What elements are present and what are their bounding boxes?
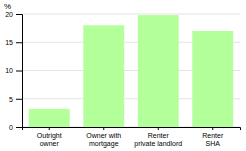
y-axis-label: % — [4, 2, 11, 11]
y-tick-label: 0 — [9, 124, 13, 131]
y-tick-mark — [16, 14, 22, 15]
x-tick-mark — [103, 127, 104, 130]
y-axis-line — [16, 15, 23, 128]
y-axis: 0 5 10 15 20 — [5, 11, 22, 131]
y-tick: 15 — [5, 39, 22, 46]
x-tick: RenterSHA — [202, 127, 224, 147]
y-tick-mark — [16, 42, 22, 43]
x-tick-mark — [212, 127, 213, 130]
x-tick-label: RenterSHA — [202, 132, 224, 147]
y-tick-mark — [16, 71, 22, 72]
x-tick: Owner withmortgage — [86, 127, 121, 148]
x-axis-line — [23, 128, 241, 131]
y-tick-label: 5 — [9, 95, 13, 102]
y-tick: 0 — [9, 124, 22, 131]
grid — [22, 14, 240, 127]
x-tick: Outrightowner — [37, 127, 62, 147]
bar — [83, 25, 124, 127]
x-tick-mark — [158, 127, 159, 130]
x-axis: OutrightownerOwner withmortgageRenterpri… — [23, 127, 241, 148]
x-tick: Renterprivate landlord — [134, 127, 182, 148]
x-tick-label-line: Owner with — [86, 132, 121, 139]
chart: 0 5 10 15 20 Outrightowner Owner withmortgage R… — [0, 0, 246, 151]
x-tick-label: Outrightowner — [37, 132, 62, 147]
y-tick-label: 15 — [5, 39, 13, 46]
bar — [138, 15, 179, 127]
y-tick-label: 20 — [5, 11, 13, 18]
x-tick-mark — [49, 127, 50, 130]
x-tick-label: Renterprivate landlord — [134, 132, 182, 148]
y-tick: 10 — [5, 67, 22, 74]
chart-container: 0 5 10 15 20 Outrightowner Owner withmortgage R… — [0, 0, 246, 151]
y-tick: 20 — [5, 11, 22, 18]
grid-line — [22, 14, 240, 15]
bar — [192, 31, 233, 127]
plot-area — [29, 15, 233, 127]
y-tick-mark — [16, 99, 22, 100]
x-tick-label-line: mortgage — [89, 140, 119, 148]
x-tick-label: Owner withmortgage — [86, 132, 121, 148]
y-tick-mark — [16, 127, 22, 128]
x-tick-label-line: Renter — [148, 132, 170, 139]
y-tick-label: 10 — [5, 67, 13, 74]
x-tick-label-line: owner — [40, 140, 60, 147]
x-tick-label-line: Renter — [202, 132, 224, 139]
bar — [29, 109, 70, 127]
x-tick-label-line: private landlord — [134, 140, 182, 148]
x-tick-label-line: SHA — [206, 140, 221, 147]
y-tick: 5 — [9, 95, 22, 102]
